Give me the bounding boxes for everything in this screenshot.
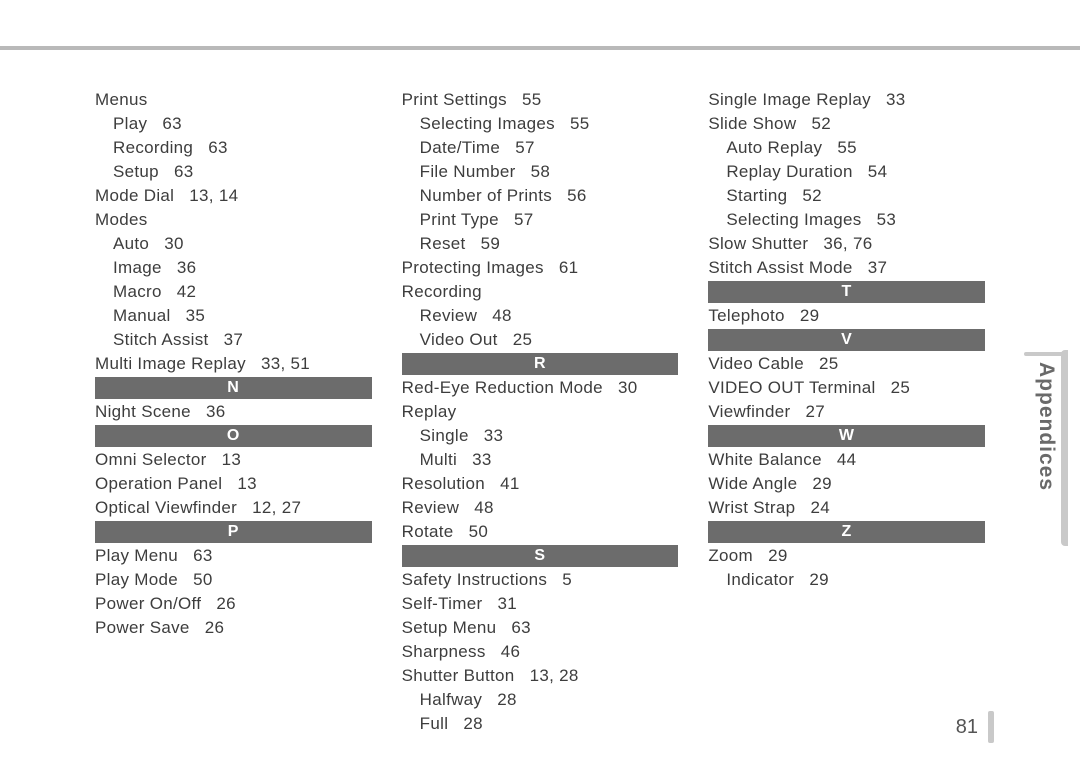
index-subentry: Auto Replay 55: [708, 136, 985, 160]
index-entry: Menus: [95, 88, 372, 112]
index-subentry: Manual 35: [95, 304, 372, 328]
index-entry: Self-Timer 31: [402, 592, 679, 616]
index-entry: Telephoto 29: [708, 304, 985, 328]
top-rule: [0, 46, 1080, 50]
index-entry: Night Scene 36: [95, 400, 372, 424]
index-subentry: Macro 42: [95, 280, 372, 304]
index-entry: Modes: [95, 208, 372, 232]
index-entry: Optical Viewfinder 12, 27: [95, 496, 372, 520]
index-section-header: O: [95, 425, 372, 447]
index-subentry: Play 63: [95, 112, 372, 136]
index-entry: White Balance 44: [708, 448, 985, 472]
index-section-header: P: [95, 521, 372, 543]
index-section-header: W: [708, 425, 985, 447]
index-column-1: MenusPlay 63Recording 63Setup 63Mode Dia…: [95, 88, 372, 736]
index-subentry: Stitch Assist 37: [95, 328, 372, 352]
index-entry: Slow Shutter 36, 76: [708, 232, 985, 256]
index-subentry: Indicator 29: [708, 568, 985, 592]
index-subentry: Halfway 28: [402, 688, 679, 712]
index-columns: MenusPlay 63Recording 63Setup 63Mode Dia…: [95, 88, 985, 736]
index-subentry: Video Out 25: [402, 328, 679, 352]
index-column-2: Print Settings 55Selecting Images 55Date…: [402, 88, 679, 736]
index-subentry: Number of Prints 56: [402, 184, 679, 208]
index-entry: Slide Show 52: [708, 112, 985, 136]
index-subentry: Review 48: [402, 304, 679, 328]
index-entry: VIDEO OUT Terminal 25: [708, 376, 985, 400]
index-entry: Recording: [402, 280, 679, 304]
index-entry: Single Image Replay 33: [708, 88, 985, 112]
index-entry: Viewfinder 27: [708, 400, 985, 424]
index-entry: Power Save 26: [95, 616, 372, 640]
manual-page: MenusPlay 63Recording 63Setup 63Mode Dia…: [0, 0, 1080, 765]
index-subentry: File Number 58: [402, 160, 679, 184]
index-section-header: S: [402, 545, 679, 567]
index-subentry: Selecting Images 53: [708, 208, 985, 232]
index-entry: Protecting Images 61: [402, 256, 679, 280]
index-subentry: Image 36: [95, 256, 372, 280]
index-subentry: Multi 33: [402, 448, 679, 472]
index-subentry: Single 33: [402, 424, 679, 448]
index-subentry: Reset 59: [402, 232, 679, 256]
index-subentry: Setup 63: [95, 160, 372, 184]
index-entry: Multi Image Replay 33, 51: [95, 352, 372, 376]
index-subentry: Replay Duration 54: [708, 160, 985, 184]
index-entry: Resolution 41: [402, 472, 679, 496]
index-entry: Replay: [402, 400, 679, 424]
index-section-header: R: [402, 353, 679, 375]
index-subentry: Auto 30: [95, 232, 372, 256]
index-entry: Omni Selector 13: [95, 448, 372, 472]
index-section-header: N: [95, 377, 372, 399]
index-column-3: Single Image Replay 33Slide Show 52Auto …: [708, 88, 985, 736]
side-tab-bar: [1061, 350, 1068, 546]
index-entry: Red-Eye Reduction Mode 30: [402, 376, 679, 400]
page-number: 81: [956, 716, 978, 739]
index-entry: Mode Dial 13, 14: [95, 184, 372, 208]
index-entry: Operation Panel 13: [95, 472, 372, 496]
index-subentry: Selecting Images 55: [402, 112, 679, 136]
index-subentry: Starting 52: [708, 184, 985, 208]
index-subentry: Recording 63: [95, 136, 372, 160]
index-entry: Zoom 29: [708, 544, 985, 568]
index-entry: Shutter Button 13, 28: [402, 664, 679, 688]
section-label: Appendices: [1034, 362, 1058, 491]
index-subentry: Print Type 57: [402, 208, 679, 232]
index-entry: Safety Instructions 5: [402, 568, 679, 592]
index-section-header: T: [708, 281, 985, 303]
index-section-header: V: [708, 329, 985, 351]
index-entry: Wide Angle 29: [708, 472, 985, 496]
index-entry: Stitch Assist Mode 37: [708, 256, 985, 280]
index-entry: Power On/Off 26: [95, 592, 372, 616]
index-entry: Sharpness 46: [402, 640, 679, 664]
index-entry: Video Cable 25: [708, 352, 985, 376]
index-entry: Print Settings 55: [402, 88, 679, 112]
index-entry: Setup Menu 63: [402, 616, 679, 640]
index-entry: Play Menu 63: [95, 544, 372, 568]
index-entry: Review 48: [402, 496, 679, 520]
index-section-header: Z: [708, 521, 985, 543]
page-number-bar: [988, 711, 994, 743]
index-entry: Wrist Strap 24: [708, 496, 985, 520]
index-entry: Play Mode 50: [95, 568, 372, 592]
index-entry: Rotate 50: [402, 520, 679, 544]
index-subentry: Date/Time 57: [402, 136, 679, 160]
index-subentry: Full 28: [402, 712, 679, 736]
